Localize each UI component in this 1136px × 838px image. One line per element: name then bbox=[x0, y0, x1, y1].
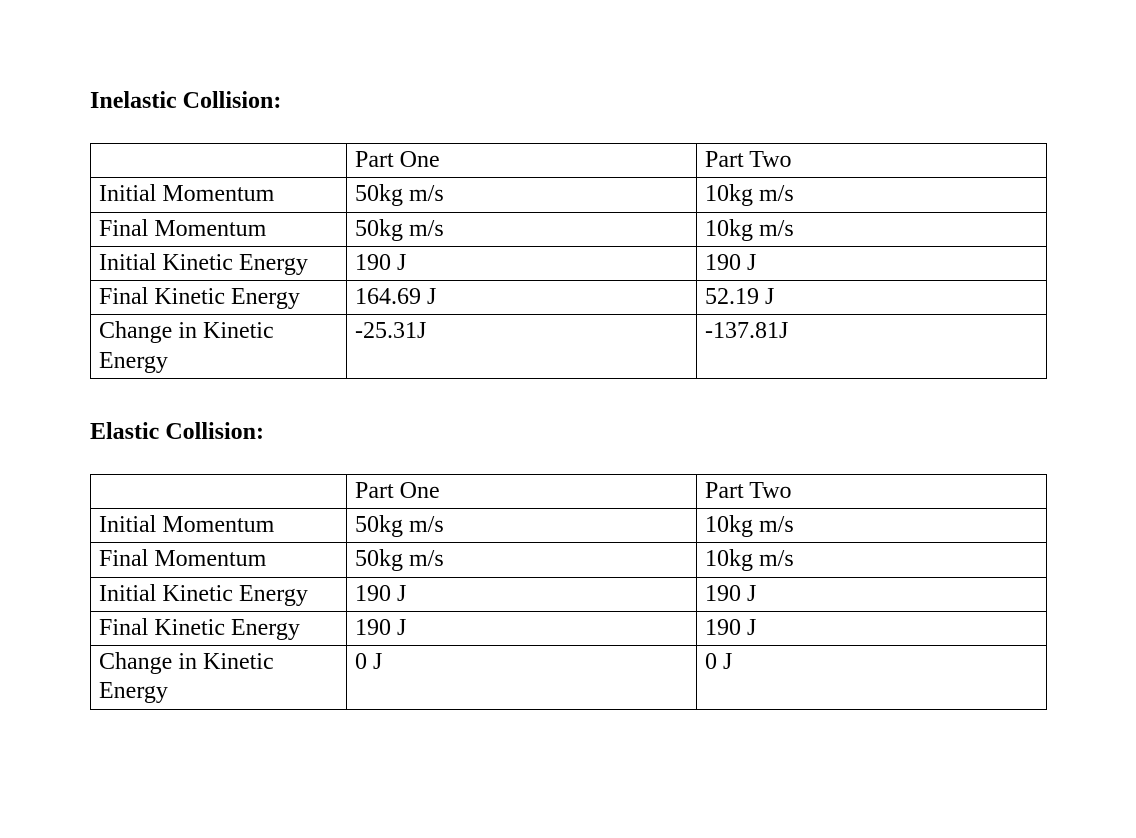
table-row: Initial Kinetic Energy 190 J 190 J bbox=[91, 246, 1047, 280]
cell: 10kg m/s bbox=[697, 178, 1047, 212]
cell: 50kg m/s bbox=[347, 178, 697, 212]
cell: 10kg m/s bbox=[697, 212, 1047, 246]
row-label: Change in Kinetic Energy bbox=[91, 646, 347, 710]
row-label: Initial Momentum bbox=[91, 509, 347, 543]
row-label: Initial Momentum bbox=[91, 178, 347, 212]
row-label: Initial Kinetic Energy bbox=[91, 246, 347, 280]
section-heading-inelastic: Inelastic Collision: bbox=[90, 88, 1046, 115]
table-row: Change in Kinetic Energy 0 J 0 J bbox=[91, 646, 1047, 710]
row-label: Final Momentum bbox=[91, 212, 347, 246]
cell: 10kg m/s bbox=[697, 543, 1047, 577]
table-row: Final Kinetic Energy 190 J 190 J bbox=[91, 611, 1047, 645]
table-row: Initial Momentum 50kg m/s 10kg m/s bbox=[91, 178, 1047, 212]
row-label: Final Momentum bbox=[91, 543, 347, 577]
cell: -25.31J bbox=[347, 315, 697, 379]
row-label: Change in Kinetic Energy bbox=[91, 315, 347, 379]
row-label: Final Kinetic Energy bbox=[91, 611, 347, 645]
cell: 190 J bbox=[347, 246, 697, 280]
table-header-cell bbox=[91, 144, 347, 178]
cell: 10kg m/s bbox=[697, 509, 1047, 543]
cell: 50kg m/s bbox=[347, 212, 697, 246]
cell: 50kg m/s bbox=[347, 509, 697, 543]
elastic-table: Part One Part Two Initial Momentum 50kg … bbox=[90, 474, 1047, 710]
table-row: Final Momentum 50kg m/s 10kg m/s bbox=[91, 212, 1047, 246]
cell: 0 J bbox=[697, 646, 1047, 710]
table-header-cell: Part Two bbox=[697, 474, 1047, 508]
table-row: Change in Kinetic Energy -25.31J -137.81… bbox=[91, 315, 1047, 379]
table-header-row: Part One Part Two bbox=[91, 144, 1047, 178]
table-row: Initial Momentum 50kg m/s 10kg m/s bbox=[91, 509, 1047, 543]
table-row: Final Momentum 50kg m/s 10kg m/s bbox=[91, 543, 1047, 577]
table-header-cell: Part One bbox=[347, 144, 697, 178]
cell: -137.81J bbox=[697, 315, 1047, 379]
cell: 52.19 J bbox=[697, 281, 1047, 315]
cell: 190 J bbox=[697, 577, 1047, 611]
table-header-cell: Part One bbox=[347, 474, 697, 508]
inelastic-table: Part One Part Two Initial Momentum 50kg … bbox=[90, 143, 1047, 379]
cell: 50kg m/s bbox=[347, 543, 697, 577]
cell: 190 J bbox=[697, 611, 1047, 645]
row-label: Initial Kinetic Energy bbox=[91, 577, 347, 611]
table-header-cell bbox=[91, 474, 347, 508]
section-heading-elastic: Elastic Collision: bbox=[90, 419, 1046, 446]
document-page: Inelastic Collision: Part One Part Two I… bbox=[0, 0, 1136, 838]
cell: 164.69 J bbox=[347, 281, 697, 315]
row-label: Final Kinetic Energy bbox=[91, 281, 347, 315]
cell: 190 J bbox=[697, 246, 1047, 280]
cell: 190 J bbox=[347, 611, 697, 645]
table-row: Initial Kinetic Energy 190 J 190 J bbox=[91, 577, 1047, 611]
cell: 190 J bbox=[347, 577, 697, 611]
table-header-row: Part One Part Two bbox=[91, 474, 1047, 508]
table-header-cell: Part Two bbox=[697, 144, 1047, 178]
cell: 0 J bbox=[347, 646, 697, 710]
table-row: Final Kinetic Energy 164.69 J 52.19 J bbox=[91, 281, 1047, 315]
